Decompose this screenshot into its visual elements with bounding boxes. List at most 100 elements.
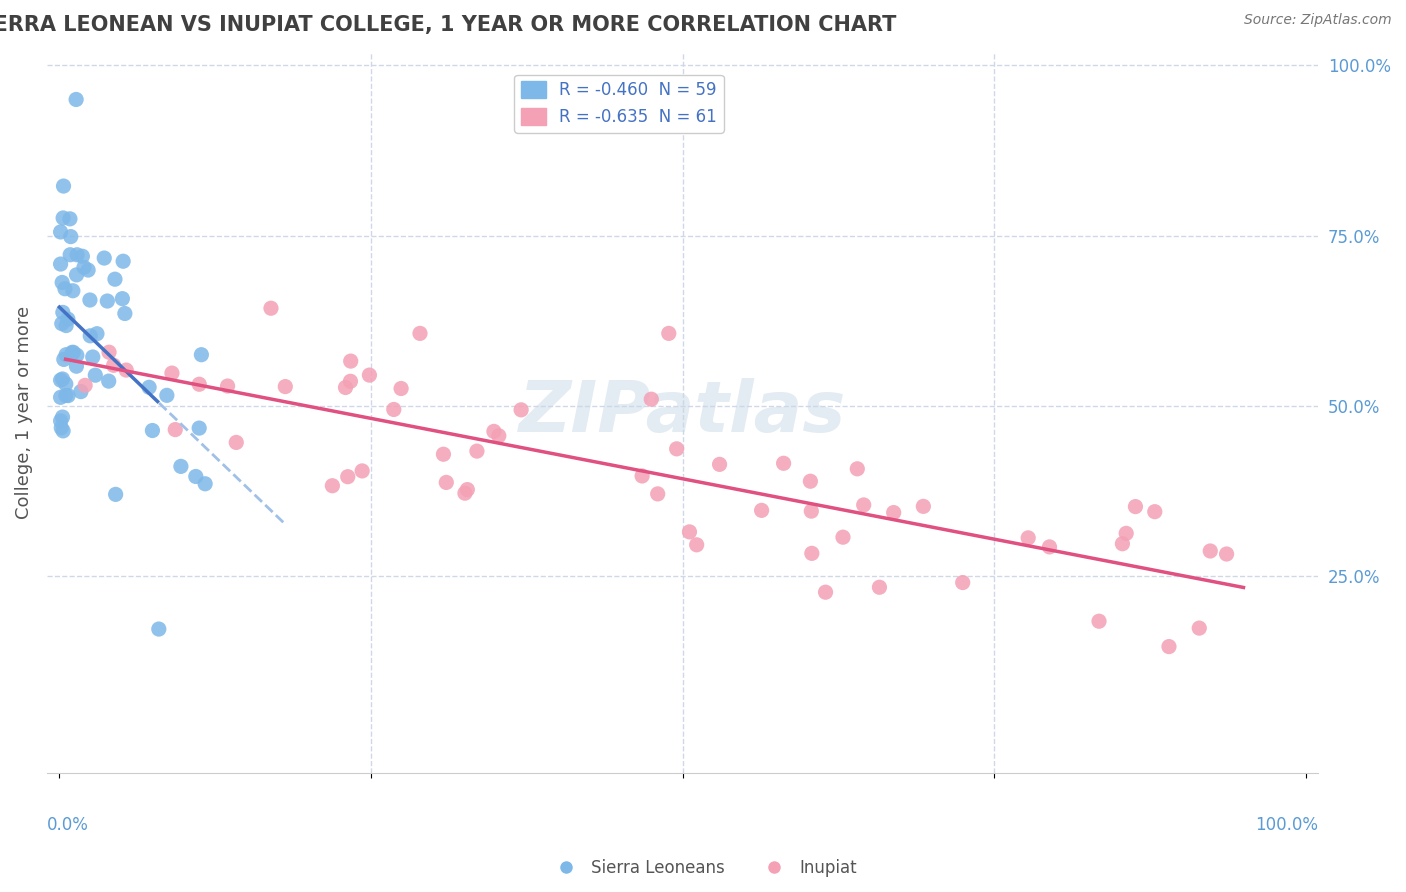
Point [77, 263, 100, 277]
Point [53, 282, 76, 296]
Point [1215, 547, 1237, 561]
Point [339, 354, 361, 368]
Point [97, 374, 120, 388]
Point [799, 474, 821, 488]
Point [59, 211, 82, 226]
Point [51, 317, 73, 331]
Point [62, 345, 84, 359]
Point [62, 284, 84, 298]
Point [1125, 500, 1147, 514]
Point [165, 423, 187, 437]
Point [49, 257, 72, 271]
Point [49, 414, 72, 428]
Text: ZIPatlas: ZIPatlas [519, 378, 846, 447]
Legend: Sierra Leoneans, Inupiat: Sierra Leoneans, Inupiat [543, 853, 863, 884]
Point [488, 429, 510, 443]
Point [1017, 531, 1039, 545]
Point [59, 248, 82, 262]
Point [55, 388, 77, 402]
Point [800, 546, 823, 560]
Point [86, 326, 108, 341]
Point [49, 373, 72, 387]
Point [188, 421, 211, 435]
Point [59, 229, 82, 244]
Point [274, 379, 297, 393]
Point [456, 483, 478, 497]
Point [52, 424, 75, 438]
Point [55, 318, 77, 333]
Point [1088, 614, 1111, 628]
Point [510, 402, 533, 417]
Point [1111, 537, 1133, 551]
Point [66, 248, 89, 262]
Point [75, 378, 97, 392]
Point [65, 93, 87, 107]
Point [96, 293, 118, 308]
Point [93, 251, 115, 265]
Point [465, 444, 488, 458]
Point [482, 425, 505, 439]
Point [454, 486, 477, 500]
Point [104, 487, 127, 501]
Point [194, 476, 217, 491]
Point [1188, 621, 1211, 635]
Text: 0.0%: 0.0% [46, 816, 89, 835]
Text: SIERRA LEONEAN VS INUPIAT COLLEGE, 1 YEAR OR MORE CORRELATION CHART: SIERRA LEONEAN VS INUPIAT COLLEGE, 1 YEA… [0, 15, 896, 35]
Point [55, 376, 77, 391]
Point [217, 379, 239, 393]
Point [952, 575, 974, 590]
Point [800, 504, 823, 518]
Point [352, 464, 374, 478]
Point [359, 368, 381, 383]
Point [160, 366, 183, 380]
Point [82, 350, 104, 364]
Point [70, 384, 93, 399]
Point [339, 374, 361, 388]
Point [52, 352, 75, 367]
Point [846, 462, 869, 476]
Point [52, 305, 75, 319]
Point [852, 498, 875, 512]
Point [103, 359, 125, 373]
Point [686, 538, 709, 552]
Point [170, 459, 193, 474]
Y-axis label: College, 1 year or more: College, 1 year or more [15, 306, 32, 519]
Point [55, 348, 77, 362]
Point [66, 348, 89, 362]
Point [56, 389, 79, 403]
Point [321, 479, 343, 493]
Point [883, 506, 905, 520]
Point [148, 622, 170, 636]
Point [814, 585, 837, 599]
Point [79, 293, 101, 307]
Point [60, 345, 83, 359]
Point [49, 390, 72, 404]
Point [434, 475, 457, 490]
Point [1157, 640, 1180, 654]
Point [631, 469, 654, 483]
Point [225, 435, 247, 450]
Point [832, 530, 855, 544]
Point [1038, 540, 1060, 554]
Point [51, 276, 73, 290]
Point [1199, 544, 1222, 558]
Point [912, 500, 935, 514]
Point [51, 372, 73, 386]
Text: 100.0%: 100.0% [1256, 816, 1319, 835]
Point [260, 301, 283, 316]
Point [156, 388, 179, 402]
Point [84, 368, 107, 383]
Point [184, 469, 207, 483]
Point [52, 211, 75, 225]
Point [382, 402, 405, 417]
Point [51, 421, 73, 435]
Point [111, 292, 134, 306]
Point [73, 260, 96, 275]
Point [772, 456, 794, 470]
Point [1143, 505, 1166, 519]
Point [1115, 526, 1137, 541]
Point [138, 380, 160, 394]
Point [115, 363, 138, 377]
Point [112, 254, 135, 268]
Point [678, 524, 700, 539]
